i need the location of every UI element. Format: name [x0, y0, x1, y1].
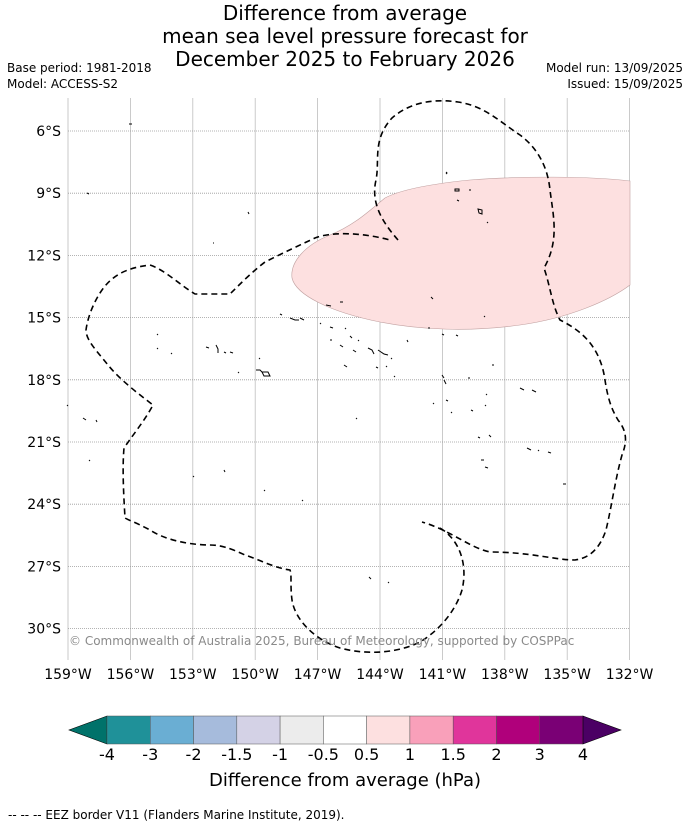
colorbar-title: Difference from average (hPa) [208, 770, 482, 791]
colorbar-tick-label: 1 [404, 745, 415, 764]
islands [66, 123, 566, 584]
longitude-label: 132°W [606, 667, 654, 683]
colorbar-swatch [106, 715, 151, 745]
colorbar-tick-label: 1.5 [440, 745, 466, 764]
colorbar-swatch [539, 715, 584, 745]
map-title: Difference from average mean sea level p… [0, 2, 690, 71]
colorbar-swatch [193, 715, 238, 745]
model-name: Model: ACCESS-S2 [7, 77, 119, 91]
colorbar-swatch [323, 715, 367, 745]
colorbar-swatch [496, 715, 540, 745]
longitude-label: 141°W [419, 667, 467, 683]
colorbar-swatch [236, 715, 281, 745]
copyright-notice: © Commonwealth of Australia 2025, Bureau… [69, 634, 575, 648]
longitude-label: 144°W [356, 667, 404, 683]
colorbar-tick-label: 4 [577, 745, 589, 764]
colorbar [68, 715, 622, 745]
longitude-label: 138°W [481, 667, 529, 683]
longitude-label: 159°W [44, 667, 92, 683]
latitude-label: 18°S [27, 373, 61, 389]
eez-legend-note: -- -- -- EEZ border V11 (Flanders Marine… [8, 808, 345, 822]
longitude-label: 135°W [543, 667, 591, 683]
colorbar-extend-low [68, 715, 108, 745]
latitude-label: 30°S [27, 622, 61, 638]
eez-border [85, 99, 627, 654]
colorbar-swatch [366, 715, 411, 745]
colorbar-tick-label: -4 [99, 745, 115, 764]
colorbar-tick-label: -1.5 [221, 745, 253, 764]
colorbar-tick-label: 3 [534, 745, 545, 764]
issued-date: Issued: 15/09/2025 [567, 77, 683, 91]
colorbar-swatch [409, 715, 454, 745]
colorbar-tick-label: -3 [142, 745, 159, 764]
colorbar-swatch [452, 715, 497, 745]
base-period: Base period: 1981-2018 [7, 61, 152, 75]
longitude-label: 153°W [169, 667, 217, 683]
colorbar-swatch [150, 715, 194, 745]
latitude-label: 21°S [27, 435, 61, 451]
colorbar-tick-label: -0.5 [307, 745, 339, 764]
latitude-label: 6°S [36, 124, 61, 140]
colorbar-tick-label: -1 [272, 745, 289, 764]
title-line-3: December 2025 to February 2026 [175, 47, 515, 71]
latitude-label: 15°S [27, 311, 61, 327]
colorbar-tick-label: -2 [185, 745, 202, 764]
latitude-label: 27°S [27, 559, 61, 575]
colorbar-tick-label: 2 [491, 745, 502, 764]
positive-anomaly-region [291, 176, 631, 330]
colorbar-extend-high [582, 715, 622, 745]
colorbar-swatch [279, 715, 324, 745]
base-period-info: Base period: 1981-2018 Model: ACCESS-S2 [7, 60, 152, 92]
title-line-1: Difference from average [222, 1, 468, 25]
latitude-label: 12°S [27, 248, 61, 264]
longitude-labels: 159°W 156°W 153°W 150°W 147°W 144°W 141°W 138°W… [44, 667, 653, 683]
colorbar-tick-label: 0.5 [353, 745, 380, 764]
latitude-labels: 6°S 9°S 12°S 15°S 18°S 21°S 24°S 27°S 30°S [27, 124, 61, 638]
run-info: Model run: 13/09/2025 Issued: 15/09/2025 [546, 60, 683, 92]
longitude-label: 150°W [231, 667, 279, 683]
longitude-label: 156°W [107, 667, 155, 683]
latitude-label: 9°S [36, 186, 61, 202]
latitude-label: 24°S [27, 497, 61, 513]
longitude-label: 147°W [294, 667, 342, 683]
title-line-2: mean sea level pressure forecast for [162, 24, 528, 48]
model-run-date: Model run: 13/09/2025 [545, 61, 683, 75]
